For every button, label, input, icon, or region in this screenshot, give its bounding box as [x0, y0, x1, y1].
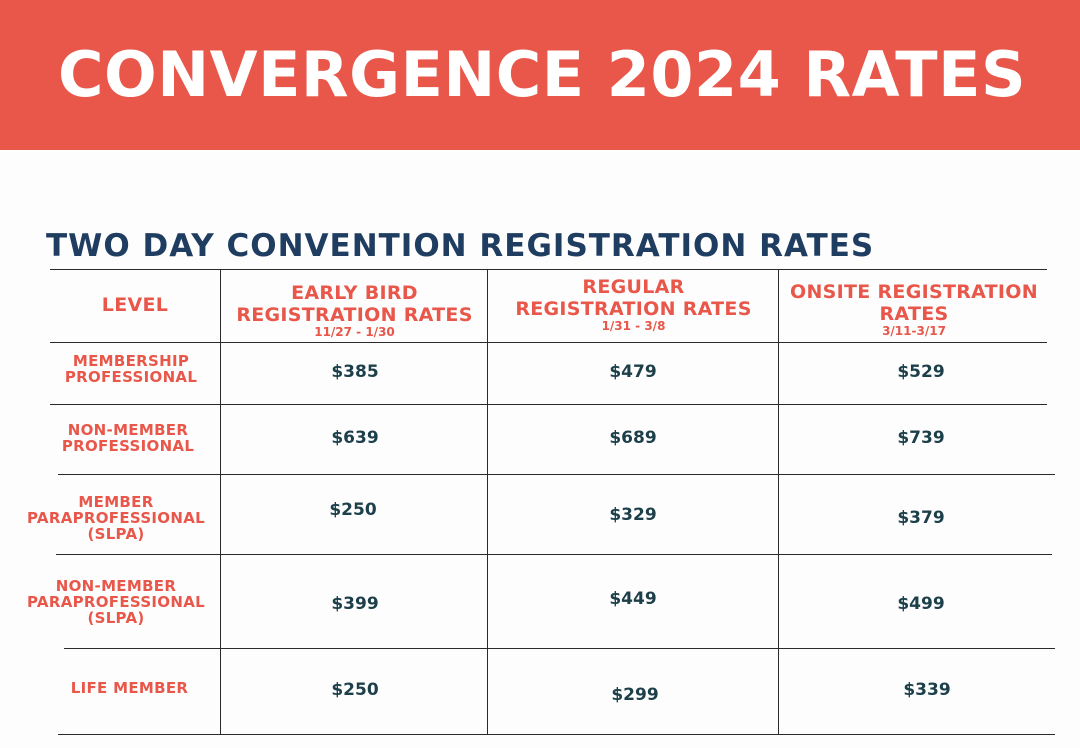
header-onsite-dates: 3/11-3/17	[882, 324, 946, 338]
price-early-bird: $250	[331, 680, 379, 700]
header-early-bird: EARLY BIRD REGISTRATION RATES 11/27 - 1/…	[222, 282, 487, 339]
table-rule	[487, 269, 488, 734]
table-rule	[778, 269, 779, 734]
price-regular: $689	[609, 428, 657, 448]
table-rule	[58, 474, 1055, 475]
header-onsite: ONSITE REGISTRATION RATES 3/11-3/17	[780, 281, 1048, 338]
header-regular: REGULAR REGISTRATION RATES 1/31 - 3/8	[489, 276, 778, 333]
page-title: CONVERGENCE 2024 RATES	[58, 38, 1027, 111]
price-early-bird: $399	[331, 594, 379, 614]
price-early-bird: $385	[331, 362, 379, 382]
section-title: TWO DAY CONVENTION REGISTRATION RATES	[46, 228, 875, 264]
row-level-label: MEMBERSHIP PROFESSIONAL	[64, 352, 198, 386]
row-level-label: LIFE MEMBER	[70, 679, 189, 697]
price-onsite: $379	[897, 508, 945, 528]
table-rule	[64, 648, 1055, 649]
price-onsite: $739	[897, 428, 945, 448]
header-regular-dates: 1/31 - 3/8	[601, 319, 666, 333]
price-onsite: $499	[897, 594, 945, 614]
price-onsite: $529	[897, 362, 945, 382]
header-regular-label: REGULAR REGISTRATION RATES	[515, 276, 752, 320]
table-rule	[58, 734, 1055, 735]
row-level-label: NON-MEMBER PROFESSIONAL	[61, 421, 195, 455]
table-rule	[56, 554, 1052, 555]
price-regular: $329	[609, 505, 657, 525]
table-rule	[220, 269, 221, 734]
row-level-label: MEMBER PARAPROFESSIONAL (SLPA)	[27, 493, 205, 543]
price-regular: $479	[609, 362, 657, 382]
header-early-bird-dates: 11/27 - 1/30	[314, 325, 395, 339]
header-level: LEVEL	[50, 294, 220, 316]
price-onsite: $339	[903, 680, 951, 700]
price-early-bird: $250	[329, 500, 377, 520]
price-regular: $449	[609, 589, 657, 609]
table-rule	[50, 404, 1047, 405]
title-banner: CONVERGENCE 2024 RATES	[0, 0, 1080, 150]
price-early-bird: $639	[331, 428, 379, 448]
table-rule	[50, 342, 1047, 343]
header-level-label: LEVEL	[101, 294, 169, 316]
row-level-label: NON-MEMBER PARAPROFESSIONAL (SLPA)	[27, 577, 205, 627]
table-rule	[50, 269, 1047, 270]
price-regular: $299	[611, 685, 659, 705]
header-early-bird-label: EARLY BIRD REGISTRATION RATES	[236, 282, 473, 326]
header-onsite-label: ONSITE REGISTRATION RATES	[790, 281, 1038, 325]
